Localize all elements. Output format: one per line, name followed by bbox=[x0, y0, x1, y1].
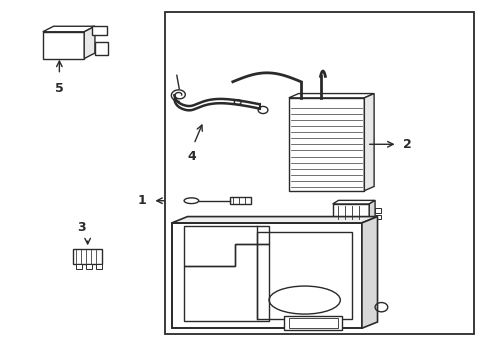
Text: 5: 5 bbox=[55, 82, 64, 95]
Bar bbox=[96, 42, 108, 54]
Polygon shape bbox=[362, 217, 377, 328]
Bar bbox=[96, 264, 102, 269]
Bar bbox=[289, 98, 365, 191]
Bar bbox=[333, 204, 369, 221]
Bar bbox=[172, 223, 362, 328]
Bar bbox=[165, 12, 474, 334]
Polygon shape bbox=[369, 201, 375, 221]
Bar bbox=[375, 208, 381, 213]
Bar bbox=[43, 32, 84, 59]
Polygon shape bbox=[333, 201, 375, 204]
Polygon shape bbox=[93, 26, 107, 35]
Bar bbox=[375, 215, 381, 219]
Bar bbox=[230, 197, 251, 204]
Polygon shape bbox=[172, 217, 377, 223]
Bar bbox=[289, 318, 338, 328]
Text: 3: 3 bbox=[77, 221, 86, 234]
Polygon shape bbox=[289, 94, 374, 98]
Text: 1: 1 bbox=[138, 194, 147, 207]
Text: 4: 4 bbox=[187, 150, 196, 163]
Polygon shape bbox=[84, 26, 95, 59]
Text: 2: 2 bbox=[403, 138, 412, 151]
Bar bbox=[284, 316, 343, 330]
Polygon shape bbox=[365, 94, 374, 191]
Bar bbox=[76, 264, 82, 269]
Bar bbox=[86, 264, 92, 269]
Bar bbox=[257, 232, 352, 319]
Bar bbox=[74, 249, 102, 264]
Polygon shape bbox=[43, 26, 95, 32]
